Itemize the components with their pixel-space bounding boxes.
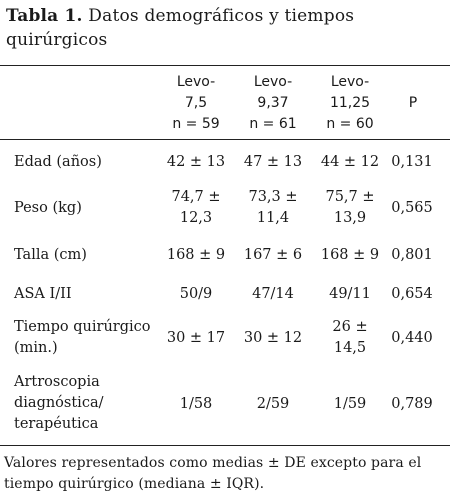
header-group3-line3: n = 60 — [326, 116, 374, 132]
cell-artroscopia-g3: 1/59 — [333, 396, 367, 412]
header-rule — [0, 139, 450, 140]
row-label-artroscopia: Artroscopia diagnóstica/ terapéutica — [14, 374, 104, 432]
header-group2-line2: 9,37 — [257, 95, 289, 111]
cell-peso-g2: 73,3 ± 11,4 — [248, 189, 298, 226]
cell-talla-p: 0,801 — [391, 247, 433, 263]
header-group1-line3: n = 59 — [172, 116, 220, 132]
header-group1-line2: 7,5 — [184, 95, 208, 111]
header-group1-line1: Levo- — [176, 74, 216, 90]
row-label-edad: Edad (años) — [14, 154, 102, 170]
header-p: P — [408, 95, 418, 111]
top-rule — [0, 65, 450, 66]
row-label-peso: Peso (kg) — [14, 200, 82, 216]
cell-tiempo-g3: 26 ± 14,5 — [332, 319, 368, 356]
cell-edad-p: 0,131 — [391, 154, 433, 170]
header-group2-line1: Levo- — [253, 74, 293, 90]
cell-peso-p: 0,565 — [391, 200, 433, 216]
header-group3-line1: Levo- — [330, 74, 370, 90]
cell-edad-g1: 42 ± 13 — [166, 154, 226, 170]
cell-asa-p: 0,654 — [391, 286, 433, 302]
caption-text: Datos demográficos y tiempos quirúrgicos — [6, 6, 355, 50]
row-label-asa: ASA I/II — [14, 286, 72, 302]
header-group2-line3: n = 61 — [249, 116, 297, 132]
cell-artroscopia-g2: 2/59 — [256, 396, 290, 412]
cell-artroscopia-p: 0,789 — [391, 396, 433, 412]
cell-tiempo-g2: 30 ± 12 — [243, 330, 303, 346]
cell-peso-g1: 74,7 ± 12,3 — [171, 189, 221, 226]
cell-artroscopia-g1: 1/58 — [179, 396, 213, 412]
cell-talla-g3: 168 ± 9 — [320, 247, 380, 263]
cell-asa-g2: 47/14 — [252, 286, 294, 302]
header-group1: Levo- 7,5 n = 59 — [158, 72, 234, 135]
cell-asa-g3: 49/11 — [329, 286, 371, 302]
cell-peso-g3: 75,7 ± 13,9 — [325, 189, 375, 226]
cell-edad-g2: 47 ± 13 — [243, 154, 303, 170]
caption-label: Tabla 1. — [6, 6, 83, 26]
bottom-rule — [0, 445, 450, 446]
cell-talla-g1: 168 ± 9 — [166, 247, 226, 263]
row-label-tiempo: Tiempo quirúrgico (min.) — [14, 319, 151, 356]
header-group3: Levo- 11,25 n = 60 — [310, 72, 390, 135]
cell-talla-g2: 167 ± 6 — [243, 247, 303, 263]
cell-asa-g1: 50/9 — [179, 286, 213, 302]
header-group2: Levo- 9,37 n = 61 — [234, 72, 312, 135]
cell-tiempo-g1: 30 ± 17 — [166, 330, 226, 346]
table-footnote: Valores representados como medias ± DE e… — [4, 455, 422, 492]
row-label-talla: Talla (cm) — [14, 247, 87, 263]
table-caption: Tabla 1. Datos demográficos y tiempos qu… — [6, 4, 436, 52]
header-group3-line2: 11,25 — [329, 95, 371, 111]
cell-tiempo-p: 0,440 — [391, 330, 433, 346]
cell-edad-g3: 44 ± 12 — [320, 154, 380, 170]
